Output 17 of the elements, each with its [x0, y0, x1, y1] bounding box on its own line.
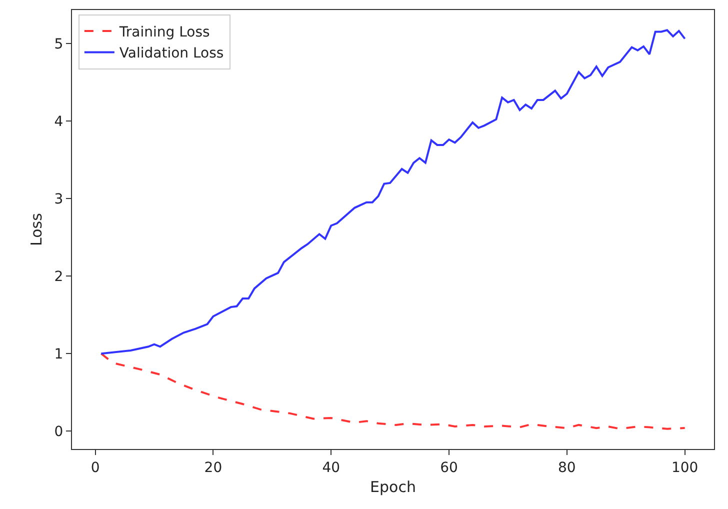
x-tick-label: 80: [558, 460, 576, 476]
y-tick-label: 2: [54, 268, 64, 285]
y-tick-label: 3: [54, 191, 64, 208]
x-tick-label: 100: [671, 460, 698, 476]
y-tick-label: 4: [54, 114, 64, 130]
x-tick-label: 20: [204, 460, 222, 476]
line-series: [100, 352, 686, 430]
y-tick-label: 0: [54, 424, 64, 440]
y-tick-label: 1: [54, 346, 64, 362]
x-tick-label: 40: [322, 460, 340, 476]
y-tick-label: 5: [54, 36, 64, 52]
x-axis-title: Epoch: [370, 478, 416, 496]
legend-label: Training Loss: [118, 24, 210, 40]
y-axis-title: Loss: [28, 212, 46, 246]
x-tick-label: 60: [440, 460, 458, 476]
x-tick-label: 0: [90, 460, 100, 476]
legend-label: Validation Loss: [119, 46, 224, 62]
